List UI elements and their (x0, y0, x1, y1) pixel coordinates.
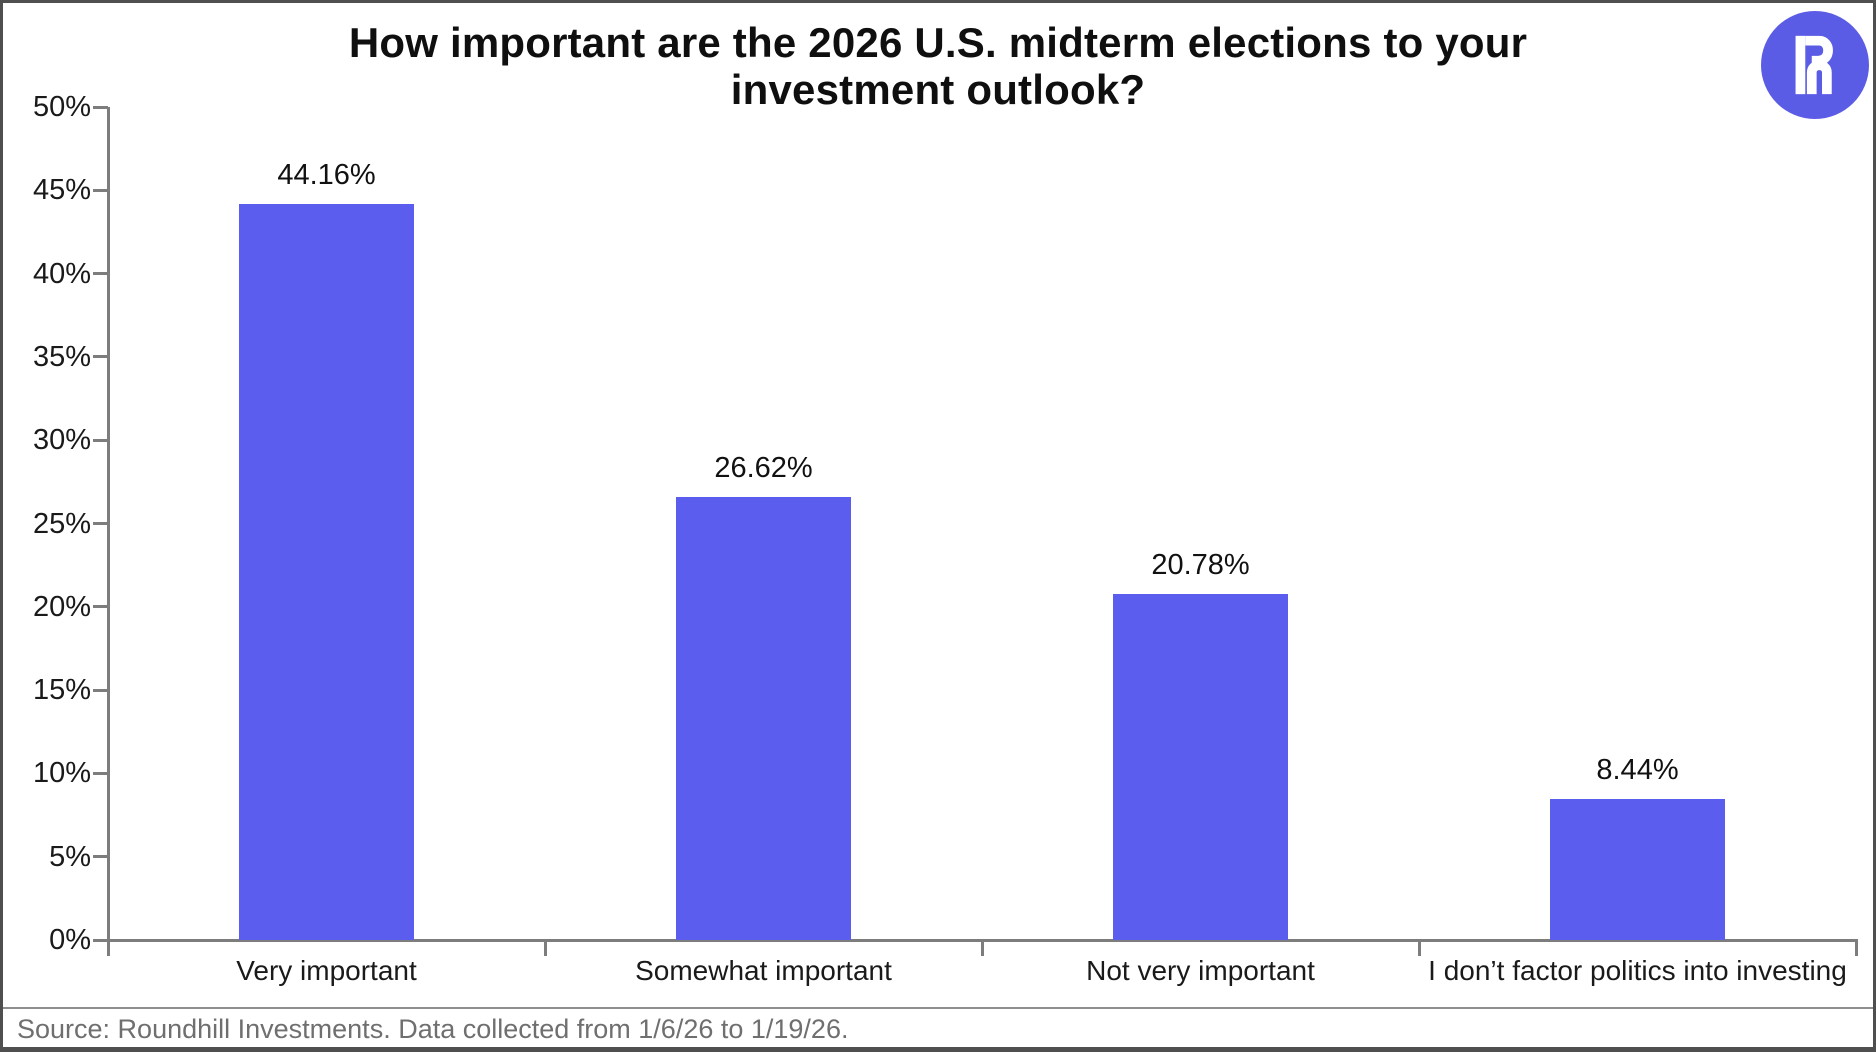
y-tick-label: 25% (32, 507, 91, 540)
category-label: Not very important (1086, 955, 1315, 986)
x-axis-tick (543, 940, 547, 956)
y-tick-label: 0% (49, 924, 91, 956)
y-axis-tick (93, 771, 108, 775)
y-axis-tick (93, 188, 108, 192)
x-axis-tick (980, 940, 984, 956)
y-tick-label: 35% (32, 340, 91, 373)
bar-value-label: 44.16% (277, 159, 376, 192)
y-axis-tick (93, 355, 108, 359)
bar (676, 496, 851, 940)
y-tick-label: 50% (32, 91, 91, 123)
y-tick-label: 10% (32, 757, 91, 790)
y-tick-label: 30% (32, 424, 91, 457)
y-tick-label: 40% (32, 257, 91, 290)
y-axis-tick (93, 688, 108, 692)
x-axis-tick (1854, 940, 1858, 956)
y-axis-tick (93, 272, 108, 276)
bar-value-label: 20.78% (1151, 548, 1250, 581)
x-axis-tick (1417, 940, 1421, 956)
bar (1550, 799, 1725, 940)
chart-title-line2: investment outlook? (730, 66, 1146, 113)
footer-divider (3, 1007, 1873, 1009)
bar (1113, 593, 1288, 940)
y-tick-label: 5% (49, 840, 91, 873)
y-tick-label: 20% (32, 590, 91, 623)
bar-value-label: 26.62% (714, 451, 813, 484)
chart-title-line1: How important are the 2026 U.S. midterm … (348, 19, 1528, 66)
chart-title: How important are the 2026 U.S. midterm … (3, 19, 1873, 113)
y-axis-tick (93, 438, 108, 442)
y-axis-tick (93, 938, 108, 942)
y-axis-tick (93, 105, 108, 109)
category-label: Somewhat important (635, 955, 892, 986)
category-label: Very important (236, 955, 417, 986)
roundhill-logo (1761, 11, 1869, 119)
x-axis-tick (106, 940, 110, 956)
y-axis-tick (93, 855, 108, 859)
y-axis-tick (93, 605, 108, 609)
bar-chart-plot: 0% 5% 10% 15% 20% 25% 30% 35% 40% 45% 50% 44.16% Ver… (3, 3, 1873, 1047)
source-note: Source: Roundhill Investments. Data coll… (17, 1014, 849, 1044)
bar-value-label: 8.44% (1596, 754, 1679, 787)
roundhill-logo-icon (1761, 11, 1869, 119)
y-axis-line (106, 107, 110, 942)
y-tick-label: 45% (32, 174, 91, 207)
category-label: I don’t factor politics into investing (1428, 955, 1847, 986)
y-axis-tick (93, 522, 108, 525)
bar (239, 204, 414, 940)
y-tick-label: 15% (32, 674, 91, 707)
